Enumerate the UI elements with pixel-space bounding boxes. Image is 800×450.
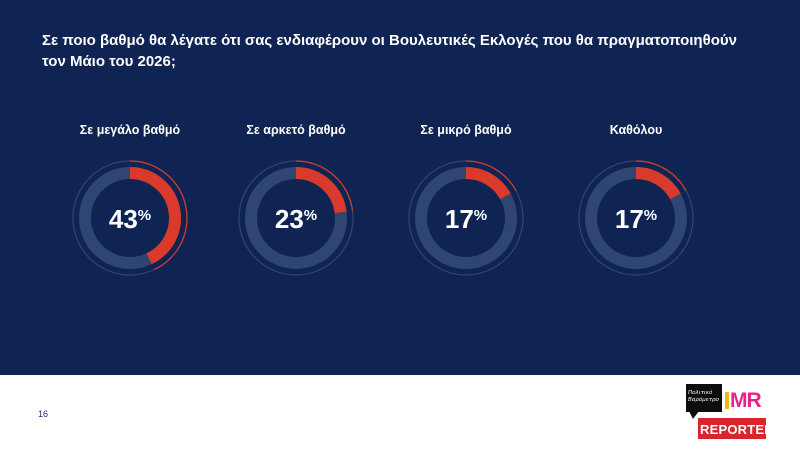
donut-label: Καθόλου [609,123,663,137]
donut-chart-not-at-all: Καθόλου 17% [566,120,706,280]
mr-logo: MR [725,389,762,412]
value-arc [465,167,511,200]
donut-ring: 17% [408,160,524,276]
value-arc [129,167,181,265]
reporter-logo: REPORTER [698,418,774,439]
mr-logo-bar [725,392,729,409]
value-label: 17% [445,204,487,234]
footer-bar [0,375,800,450]
donut-ring: 17% [578,160,694,276]
value-label: 43% [109,204,151,234]
politiko-barometro-logo: Πολιτικό Βαρόμετρο [686,384,722,419]
question-title: Σε ποιο βαθμό θα λέγατε ότι σας ενδιαφέρ… [42,32,737,70]
speech-bubble-pointer [689,411,699,419]
donut-ring: 23% [238,160,354,276]
page-number: 16 [38,409,49,419]
donut-label: Σε αρκετό βαθμό [246,123,346,137]
reporter-logo-text: REPORTER [700,422,774,437]
value-label: 17% [615,204,657,234]
donut-label: Σε μεγάλο βαθμό [79,123,181,137]
mr-logo-text: MR [730,389,762,412]
value-outer-arc [635,160,687,191]
donut-label: Σε μικρό βαθμό [420,123,512,137]
donut-chart-small-extent: Σε μικρό βαθμό 17% [396,120,536,280]
value-outer-arc [465,160,517,191]
value-label: 23% [275,204,317,234]
donut-chart-great-extent: Σε μεγάλο βαθμό 43% [60,120,200,280]
donut-ring: 43% [72,160,188,276]
value-outer-arc [295,160,354,211]
value-outer-arc [129,160,188,271]
donut-chart-fair-extent: Σε αρκετό βαθμό 23% [226,120,366,280]
value-arc [295,167,347,214]
politiko-logo-text: Πολιτικό Βαρόμετρο [688,390,719,403]
value-arc [635,167,681,200]
